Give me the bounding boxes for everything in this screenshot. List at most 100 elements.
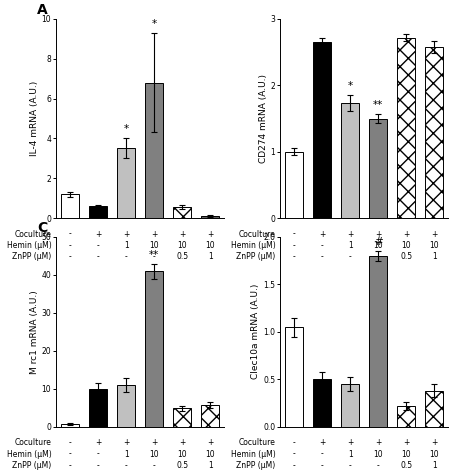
Text: +: + (403, 229, 410, 238)
Text: *: * (152, 19, 156, 29)
Text: Coculture: Coculture (14, 438, 51, 447)
Bar (89, 389, 107, 427)
Text: Coculture: Coculture (14, 229, 51, 238)
Text: 1: 1 (124, 449, 128, 458)
Text: 10: 10 (205, 241, 215, 250)
Bar (369, 118, 388, 218)
Text: -: - (97, 461, 99, 470)
Text: 10: 10 (374, 449, 383, 458)
Bar (397, 37, 416, 218)
Text: **: ** (149, 250, 159, 260)
Text: 0.5: 0.5 (176, 461, 188, 470)
Text: +: + (123, 438, 129, 447)
Text: -: - (349, 461, 352, 470)
Bar (89, 206, 107, 218)
Text: C: C (37, 220, 48, 235)
Bar (61, 194, 79, 218)
Text: -: - (349, 253, 352, 262)
Text: +: + (375, 229, 382, 238)
Text: +: + (347, 438, 354, 447)
Text: Coculture: Coculture (239, 229, 276, 238)
Bar (201, 405, 219, 427)
Text: 1: 1 (208, 461, 212, 470)
Text: +: + (207, 438, 213, 447)
Text: +: + (179, 229, 185, 238)
Text: -: - (321, 461, 324, 470)
Text: -: - (69, 241, 71, 250)
Text: Coculture: Coculture (239, 438, 276, 447)
Text: +: + (431, 229, 438, 238)
Text: 1: 1 (432, 253, 437, 262)
Text: +: + (375, 438, 382, 447)
Text: ZnPP (μM): ZnPP (μM) (236, 461, 276, 470)
Text: +: + (319, 438, 325, 447)
Text: -: - (153, 253, 156, 262)
Text: 10: 10 (177, 449, 187, 458)
Text: -: - (153, 461, 156, 470)
Text: *: * (348, 82, 353, 91)
Text: -: - (321, 253, 324, 262)
Text: 0.5: 0.5 (400, 461, 412, 470)
Y-axis label: IL-4 mRNA (A.U.): IL-4 mRNA (A.U.) (30, 81, 39, 156)
Bar (313, 379, 332, 427)
Text: -: - (377, 253, 380, 262)
Text: 1: 1 (432, 461, 437, 470)
Text: 0.5: 0.5 (176, 253, 188, 262)
Text: -: - (69, 253, 71, 262)
Text: +: + (95, 438, 101, 447)
Text: ZnPP (μM): ZnPP (μM) (236, 253, 276, 262)
Text: -: - (97, 241, 99, 250)
Text: -: - (69, 229, 71, 238)
Text: A: A (37, 2, 48, 17)
Text: +: + (347, 229, 354, 238)
Text: 10: 10 (149, 241, 159, 250)
Text: #: # (374, 237, 382, 247)
Text: +: + (151, 229, 157, 238)
Text: -: - (377, 461, 380, 470)
Bar (201, 216, 219, 218)
Text: 10: 10 (430, 449, 439, 458)
Text: -: - (293, 253, 296, 262)
Text: 1: 1 (348, 449, 353, 458)
Text: ZnPP (μM): ZnPP (μM) (12, 461, 51, 470)
Text: +: + (151, 438, 157, 447)
Bar (341, 103, 360, 218)
Text: ZnPP (μM): ZnPP (μM) (12, 253, 51, 262)
Text: +: + (319, 229, 325, 238)
Text: 10: 10 (177, 241, 187, 250)
Bar (285, 327, 304, 427)
Text: +: + (403, 438, 410, 447)
Y-axis label: M rc1 mRNA (A.U.): M rc1 mRNA (A.U.) (29, 290, 39, 374)
Text: 10: 10 (205, 449, 215, 458)
Text: +: + (207, 229, 213, 238)
Bar (173, 409, 191, 427)
Text: -: - (97, 449, 99, 458)
Text: -: - (293, 461, 296, 470)
Text: *: * (124, 125, 128, 135)
Text: 1: 1 (208, 253, 212, 262)
Text: **: ** (373, 100, 383, 110)
Bar (173, 207, 191, 218)
Text: -: - (97, 253, 99, 262)
Text: -: - (321, 241, 324, 250)
Text: -: - (125, 253, 127, 262)
Bar (61, 424, 79, 427)
Y-axis label: CD274 mRNA (A.U.): CD274 mRNA (A.U.) (259, 74, 268, 163)
Text: 10: 10 (149, 449, 159, 458)
Text: -: - (293, 229, 296, 238)
Text: +: + (431, 438, 438, 447)
Text: Hemin (μM): Hemin (μM) (7, 449, 51, 458)
Bar (145, 82, 163, 218)
Text: 10: 10 (402, 449, 411, 458)
Text: 10: 10 (402, 241, 411, 250)
Bar (425, 391, 444, 427)
Bar (117, 385, 135, 427)
Text: -: - (125, 461, 127, 470)
Text: -: - (293, 438, 296, 447)
Text: +: + (179, 438, 185, 447)
Text: 1: 1 (124, 241, 128, 250)
Text: 10: 10 (430, 241, 439, 250)
Text: Hemin (μM): Hemin (μM) (231, 241, 276, 250)
Text: -: - (69, 449, 71, 458)
Y-axis label: Clec10a mRNA (A.U.): Clec10a mRNA (A.U.) (251, 284, 261, 380)
